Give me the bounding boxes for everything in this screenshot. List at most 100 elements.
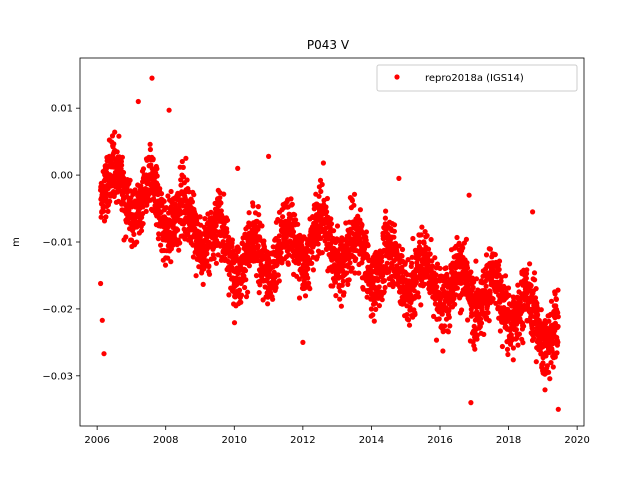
data-point	[485, 310, 491, 316]
data-point	[497, 328, 503, 334]
x-tick-label: 2018	[496, 435, 521, 446]
data-point	[463, 236, 469, 242]
data-point	[140, 166, 147, 172]
data-point	[361, 246, 368, 252]
data-point	[510, 345, 516, 351]
data-point	[175, 227, 181, 233]
data-point	[354, 248, 360, 254]
data-point	[166, 107, 172, 113]
data-point	[417, 239, 423, 245]
data-point	[468, 400, 474, 406]
data-point	[425, 246, 432, 252]
data-point	[444, 274, 450, 280]
data-point	[334, 223, 341, 229]
data-point	[454, 285, 460, 291]
data-point	[297, 232, 303, 238]
data-point	[483, 283, 489, 289]
legend: repro2018a (IGS14)	[376, 64, 578, 92]
data-point	[351, 191, 358, 197]
data-point	[424, 233, 430, 239]
data-point	[505, 285, 512, 291]
data-point	[533, 286, 539, 292]
data-point	[464, 260, 470, 266]
data-point	[452, 301, 458, 307]
data-point	[242, 268, 249, 274]
data-point	[296, 260, 302, 266]
data-point	[418, 232, 424, 238]
data-point	[372, 300, 378, 306]
data-point	[310, 267, 316, 273]
data-point	[296, 276, 302, 282]
data-point	[472, 346, 478, 352]
data-point	[529, 325, 535, 331]
data-point	[487, 289, 493, 295]
data-point	[107, 198, 113, 204]
data-point	[406, 322, 413, 328]
data-point	[255, 243, 261, 249]
data-point	[349, 198, 355, 204]
data-point	[379, 254, 385, 260]
legend-label: repro2018a (IGS14)	[425, 73, 524, 84]
data-point	[433, 337, 440, 343]
data-point	[432, 255, 438, 261]
data-point	[474, 336, 480, 342]
data-point	[218, 200, 224, 206]
data-point	[496, 266, 502, 273]
data-point	[338, 303, 344, 309]
data-point	[265, 301, 271, 307]
data-point	[246, 210, 252, 216]
data-point	[493, 300, 499, 306]
data-point	[309, 260, 315, 266]
data-point	[474, 332, 480, 338]
data-point	[252, 223, 258, 229]
data-point	[99, 317, 105, 323]
data-point	[134, 239, 140, 245]
y-tick-label: −0.01	[42, 238, 73, 249]
data-point	[256, 290, 262, 296]
data-point	[363, 237, 369, 243]
y-tick-label: 0.00	[51, 171, 73, 182]
data-point	[382, 215, 388, 221]
data-point	[330, 283, 336, 289]
data-point	[483, 252, 490, 258]
data-point	[554, 350, 560, 356]
data-point	[238, 299, 244, 305]
data-point	[530, 209, 536, 215]
data-point	[373, 306, 379, 312]
data-point	[416, 294, 422, 300]
data-point	[409, 260, 415, 266]
data-point	[224, 217, 231, 223]
data-point	[521, 323, 527, 329]
data-point	[154, 166, 160, 172]
data-point	[434, 261, 441, 267]
data-point	[138, 228, 145, 234]
data-point	[550, 341, 556, 347]
data-point	[379, 297, 385, 303]
data-point	[217, 195, 223, 201]
x-tick-label: 2014	[359, 435, 384, 446]
data-point	[337, 296, 343, 302]
data-point	[443, 265, 449, 271]
data-point	[119, 162, 125, 168]
data-point	[339, 282, 345, 288]
data-point	[496, 258, 503, 264]
data-point	[270, 296, 276, 302]
data-point	[357, 207, 363, 213]
x-tick-label: 2008	[153, 435, 178, 446]
data-point	[391, 228, 397, 234]
data-point	[279, 260, 285, 266]
data-point	[319, 250, 325, 256]
data-point	[544, 363, 551, 369]
data-point	[528, 283, 534, 289]
data-point	[399, 253, 405, 259]
data-point	[149, 75, 155, 81]
data-point	[296, 295, 303, 301]
data-point	[315, 241, 321, 247]
data-point	[363, 229, 369, 235]
data-point	[460, 245, 466, 251]
x-tick-label: 2012	[290, 435, 315, 446]
data-point	[555, 287, 561, 293]
data-point	[285, 261, 291, 267]
data-point	[253, 273, 260, 279]
data-point	[347, 260, 353, 266]
